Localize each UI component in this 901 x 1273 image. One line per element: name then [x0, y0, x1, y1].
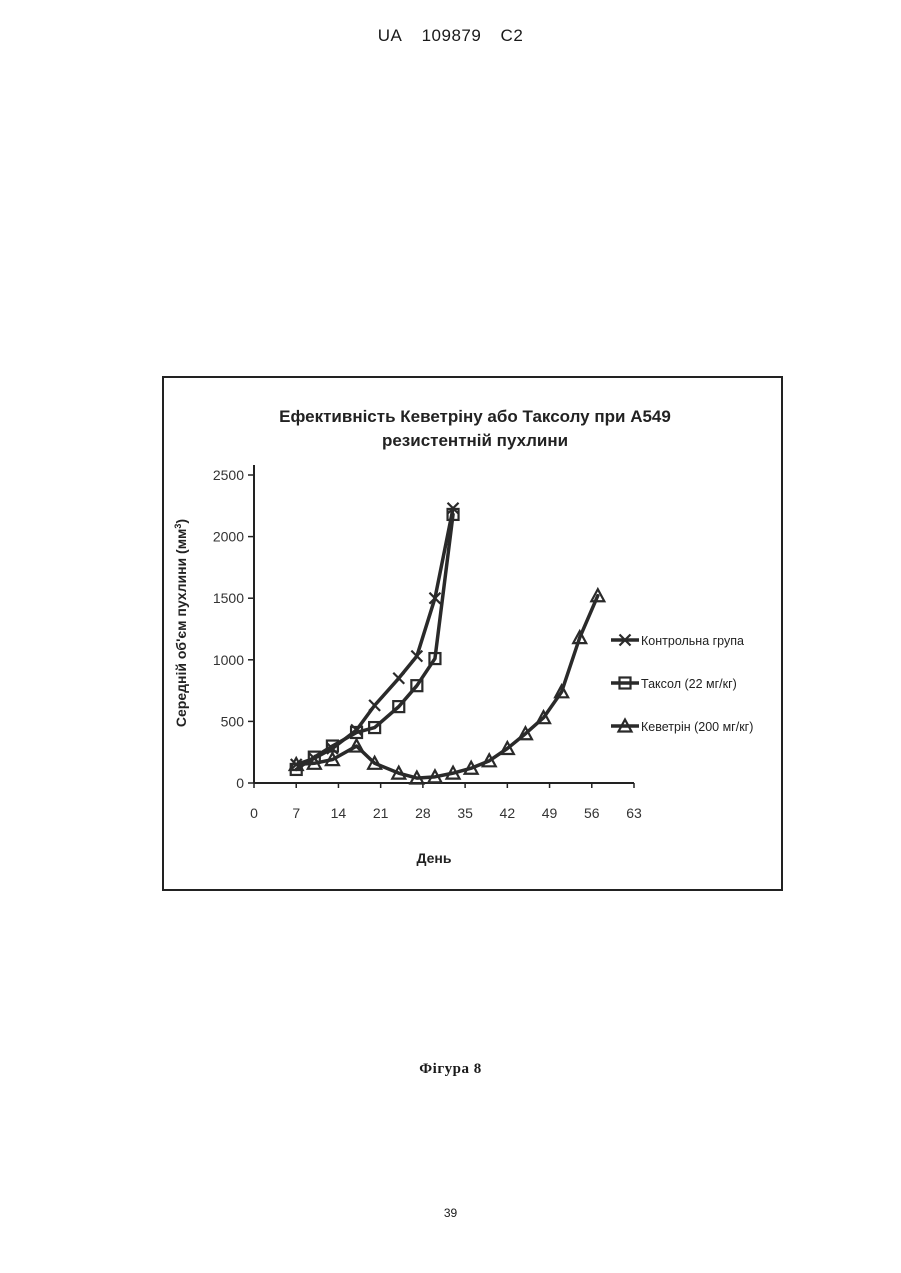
x-tick-label: 21 — [373, 805, 389, 821]
y-tick-label: 0 — [236, 775, 244, 791]
legend-item: Кеветрін (200 мг/кг) — [611, 720, 753, 735]
y-axis-label-tail: ) — [173, 519, 189, 524]
x-tick-label: 63 — [626, 805, 642, 821]
y-tick-label: 500 — [221, 713, 245, 729]
line-chart: Ефективність Кеветріну або Таксолу при А… — [164, 378, 785, 893]
patent-kind: C2 — [501, 26, 524, 45]
y-tick-label: 1500 — [213, 590, 244, 606]
patent-number: 109879 — [422, 26, 482, 45]
series-line — [296, 596, 598, 778]
legend: Контрольна група Таксол (22 мг/кг) Кеветрі… — [611, 634, 753, 734]
chart-title-line-1: Ефективність Кеветріну або Таксолу при А… — [279, 407, 671, 426]
page-number: 39 — [0, 1206, 901, 1220]
series-line — [296, 514, 453, 769]
y-tick-label: 1000 — [213, 652, 244, 668]
data-point-x — [369, 700, 380, 711]
series-x — [291, 503, 459, 770]
y-tick-label: 2000 — [213, 529, 244, 545]
x-tick-label: 14 — [331, 805, 347, 821]
chart-frame: Ефективність Кеветріну або Таксолу при А… — [162, 376, 783, 891]
x-tick-label: 49 — [542, 805, 558, 821]
series-square — [291, 509, 459, 775]
x-tick-label: 56 — [584, 805, 600, 821]
x-tick-label: 7 — [292, 805, 300, 821]
y-axis-label: Середній об'єм пухлини (мм3) — [173, 519, 189, 727]
x-tick-label: 0 — [250, 805, 258, 821]
series-group — [290, 503, 605, 784]
legend-item: Контрольна група — [611, 634, 744, 648]
chart-title-line-2: резистентній пухлини — [382, 431, 568, 450]
patent-country: UA — [378, 26, 403, 45]
patent-header: UA 109879 C2 — [0, 26, 901, 46]
legend-label: Таксол (22 мг/кг) — [641, 677, 737, 691]
figure-caption: Фігура 8 — [0, 1061, 901, 1078]
x-tick-label: 28 — [415, 805, 431, 821]
legend-label: Контрольна група — [641, 634, 744, 648]
y-axis-label-text: Середній об'єм пухлини (мм — [173, 529, 189, 728]
data-point-x — [393, 673, 404, 684]
x-axis-label: День — [417, 850, 452, 866]
y-tick-label: 2500 — [213, 467, 244, 483]
legend-label: Кеветрін (200 мг/кг) — [641, 720, 753, 734]
legend-item: Таксол (22 мг/кг) — [611, 677, 737, 691]
x-tick-label: 42 — [500, 805, 516, 821]
x-tick-label: 35 — [457, 805, 473, 821]
